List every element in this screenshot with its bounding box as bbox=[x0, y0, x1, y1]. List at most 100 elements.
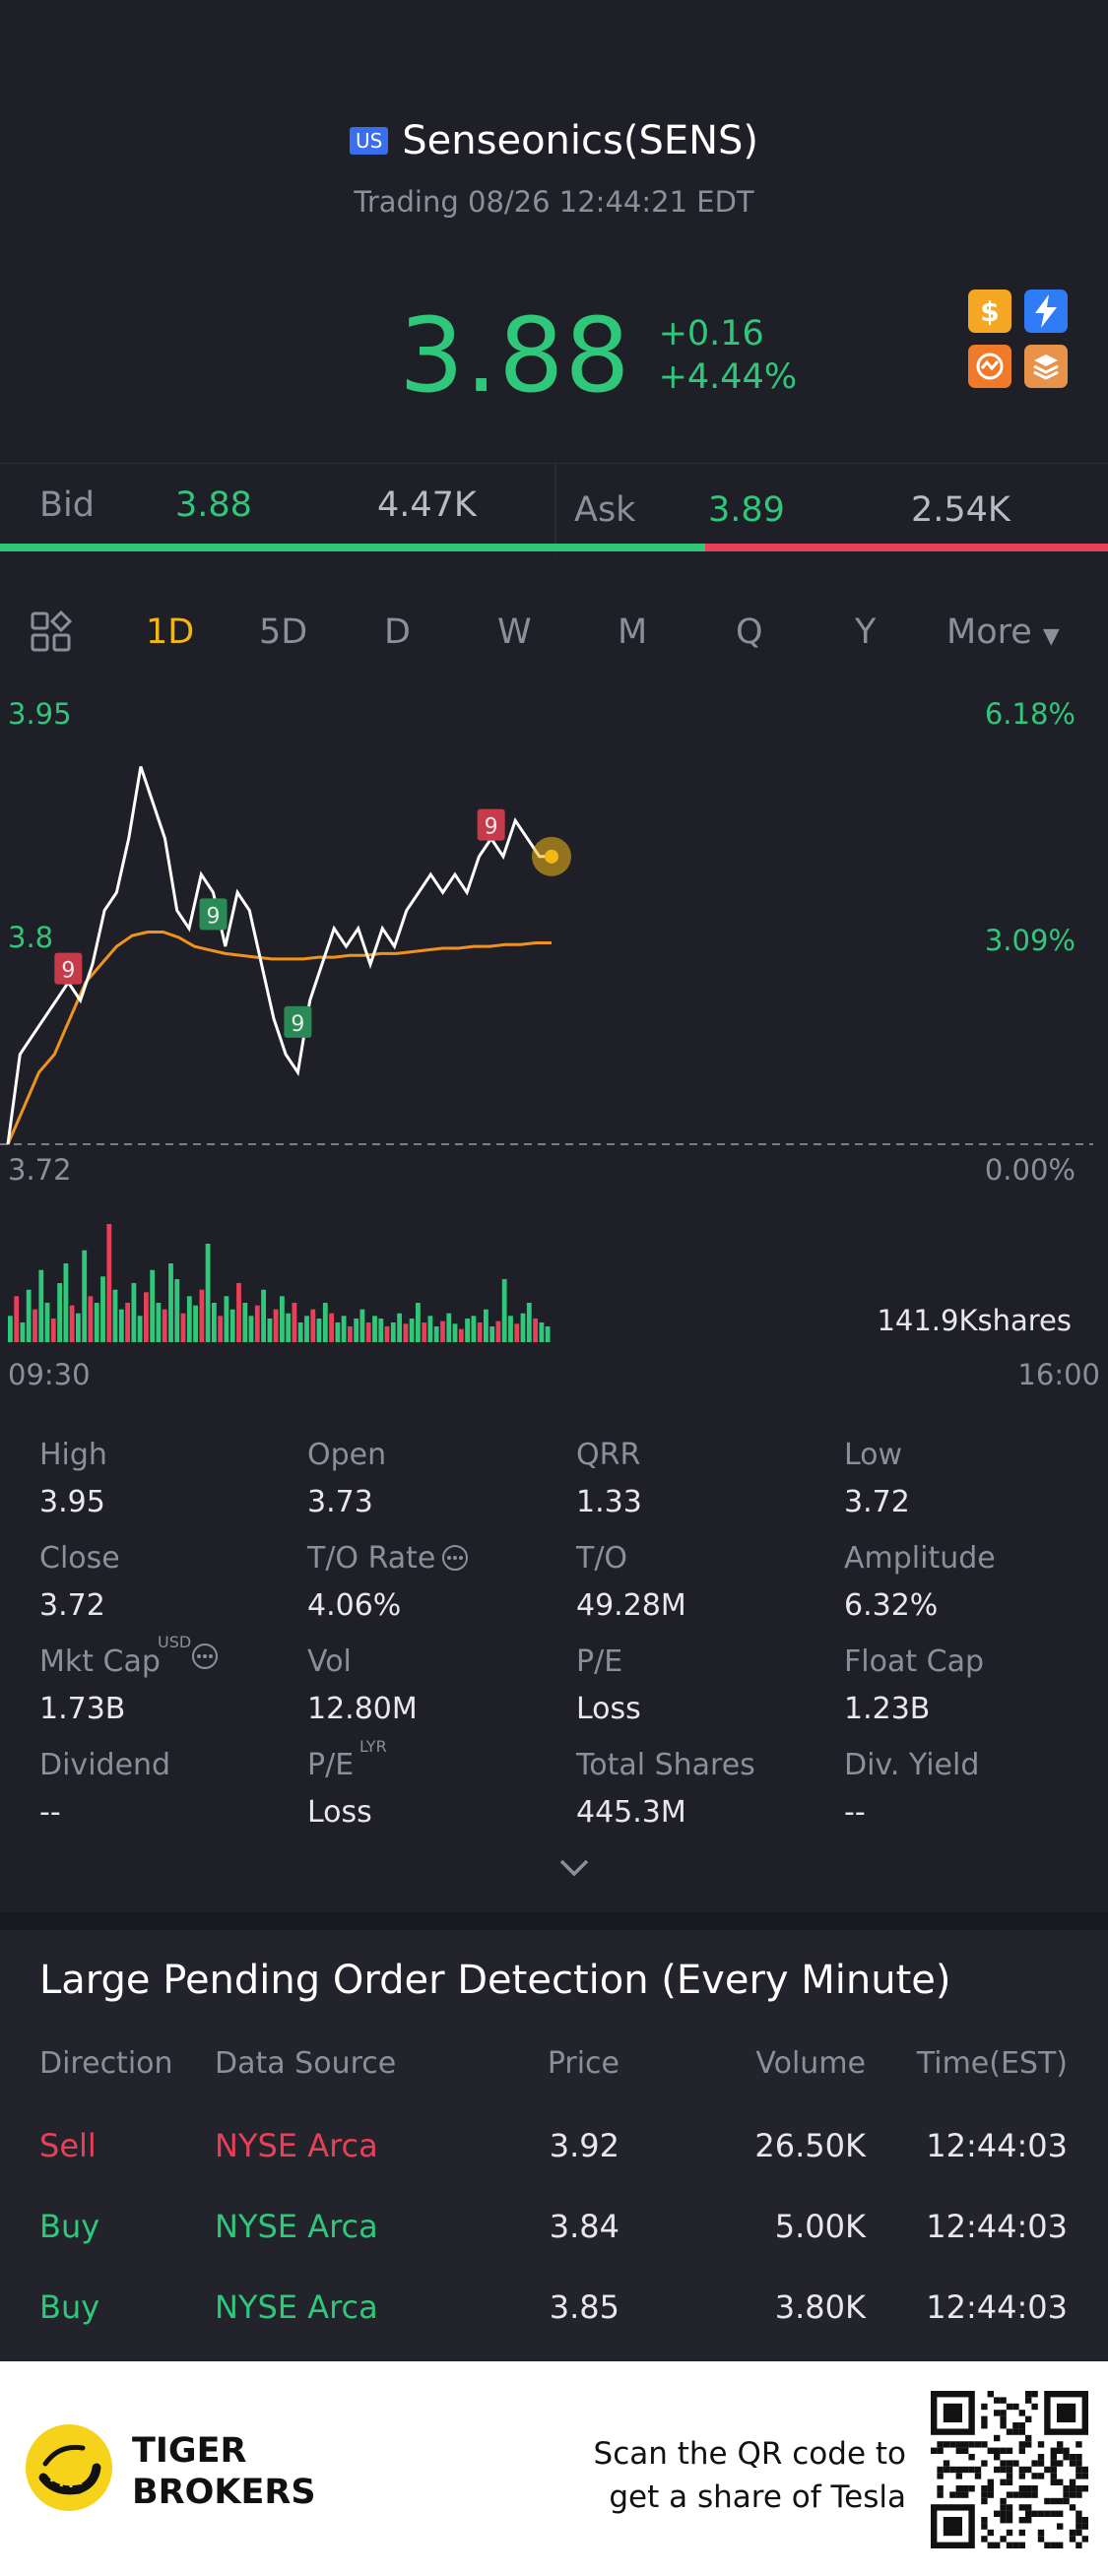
stat-label: Float Cap bbox=[844, 1644, 985, 1679]
stat-value: 3.72 bbox=[39, 1588, 105, 1623]
stat-label: Total Shares bbox=[576, 1748, 755, 1782]
signal-marker[interactable] bbox=[284, 1005, 312, 1038]
volume-bar bbox=[286, 1313, 292, 1342]
volume-bar bbox=[44, 1303, 50, 1342]
stat-value: 6.32% bbox=[844, 1588, 939, 1623]
signal-marker[interactable] bbox=[477, 808, 505, 841]
stat-label: Dividend bbox=[39, 1748, 171, 1782]
volume-bar bbox=[254, 1305, 260, 1342]
tiger-brokers-logo-icon bbox=[26, 2424, 112, 2511]
to-rate-info-icon[interactable] bbox=[441, 1544, 469, 1576]
volume-bar bbox=[322, 1303, 328, 1342]
volume-bar bbox=[14, 1296, 20, 1342]
volume-bar bbox=[397, 1313, 402, 1342]
price-change: +0.16 bbox=[658, 314, 764, 354]
ask-ratio-fill bbox=[704, 544, 1108, 551]
volume-bar bbox=[229, 1309, 235, 1342]
order-source: NYSE Arca bbox=[215, 2127, 378, 2164]
volume-bar bbox=[76, 1313, 81, 1342]
ask-price[interactable]: 3.89 bbox=[708, 490, 785, 530]
stat-label: Amplitude bbox=[844, 1541, 996, 1576]
volume-bar bbox=[348, 1326, 353, 1342]
volume-bar bbox=[273, 1309, 279, 1342]
volume-bar bbox=[267, 1319, 273, 1342]
volume-bar bbox=[50, 1319, 56, 1342]
volume-bar bbox=[33, 1309, 37, 1342]
volume-bar bbox=[354, 1319, 359, 1342]
mkt-cap-info-icon[interactable] bbox=[191, 1642, 219, 1674]
tab-month[interactable]: M bbox=[618, 612, 648, 652]
tab-1d[interactable]: 1D bbox=[146, 612, 195, 652]
volume-bar bbox=[409, 1319, 415, 1342]
dollar-icon[interactable]: $ bbox=[968, 290, 1011, 333]
layers-icon[interactable] bbox=[1024, 345, 1068, 388]
volume-bar bbox=[304, 1316, 309, 1342]
volume-bar bbox=[94, 1303, 99, 1342]
signal-marker[interactable] bbox=[54, 952, 83, 985]
signal-marker[interactable] bbox=[199, 898, 228, 931]
stat-label: T/O bbox=[576, 1541, 628, 1576]
stat-label: Low bbox=[844, 1438, 903, 1472]
price-line bbox=[6, 766, 552, 1145]
period-tabs: 1D 5D D W M Q Y More ▼ bbox=[0, 591, 1108, 679]
layout-grid-icon[interactable] bbox=[30, 610, 73, 663]
expand-chevron-icon[interactable] bbox=[557, 1857, 591, 1883]
tab-quarter[interactable]: Q bbox=[736, 612, 763, 652]
volume-bar bbox=[501, 1279, 507, 1342]
volume-bar bbox=[63, 1263, 69, 1342]
order-price: 3.85 bbox=[549, 2288, 619, 2326]
options-icon[interactable] bbox=[968, 345, 1011, 388]
order-volume: 3.80K bbox=[774, 2288, 866, 2326]
volume-bar bbox=[477, 1322, 483, 1342]
intraday-chart[interactable]: 3.95 6.18% 3.8 3.09% 3.72 0.00% 141.9Ksh… bbox=[0, 689, 1108, 1398]
qr-code-icon[interactable] bbox=[931, 2391, 1088, 2548]
stat-label: Mkt Cap bbox=[39, 1644, 161, 1679]
volume-bar bbox=[545, 1326, 551, 1342]
order-time: 12:44:03 bbox=[926, 2127, 1068, 2164]
col-data-source: Data Source bbox=[215, 2046, 397, 2081]
ask-size: 2.54K bbox=[911, 490, 1010, 530]
stat-value: -- bbox=[39, 1795, 61, 1830]
volume-bar bbox=[57, 1283, 62, 1342]
stock-title[interactable]: Senseonics(SENS) bbox=[402, 118, 759, 163]
volume-bar bbox=[205, 1244, 211, 1342]
volume-bar bbox=[106, 1224, 112, 1342]
volume-bar bbox=[131, 1283, 137, 1342]
volume-bar bbox=[100, 1276, 105, 1342]
order-volume: 5.00K bbox=[774, 2208, 866, 2245]
tab-week[interactable]: W bbox=[497, 612, 532, 652]
tab-more[interactable]: More ▼ bbox=[946, 612, 1060, 652]
volume-label: 141.9Kshares bbox=[877, 1304, 1072, 1337]
volume-bar bbox=[458, 1328, 464, 1342]
order-volume: 26.50K bbox=[754, 2127, 866, 2164]
flash-icon[interactable] bbox=[1024, 290, 1068, 333]
volume-bar bbox=[489, 1326, 495, 1342]
tab-day[interactable]: D bbox=[384, 612, 411, 652]
volume-bar bbox=[372, 1316, 377, 1342]
stat-value: 1.73B bbox=[39, 1692, 126, 1726]
section-divider bbox=[0, 1912, 1108, 1930]
volume-bar bbox=[26, 1289, 32, 1342]
volume-bar bbox=[422, 1322, 427, 1342]
volume-bar bbox=[433, 1326, 439, 1342]
stat-value: 445.3M bbox=[576, 1795, 686, 1830]
price-change-pct: +4.44% bbox=[658, 357, 798, 397]
stat-value: 1.23B bbox=[844, 1692, 931, 1726]
volume-bar bbox=[224, 1296, 229, 1342]
tab-more-label: More bbox=[946, 612, 1032, 652]
volume-bar bbox=[514, 1323, 520, 1342]
tab-year[interactable]: Y bbox=[855, 612, 877, 652]
volume-bar bbox=[118, 1309, 124, 1342]
volume-bar bbox=[280, 1296, 285, 1342]
stat-value: 3.72 bbox=[844, 1485, 910, 1519]
stat-value: 12.80M bbox=[307, 1692, 418, 1726]
time-end-label: 16:00 bbox=[1017, 1358, 1100, 1391]
volume-bar bbox=[533, 1319, 538, 1342]
volume-bar bbox=[150, 1269, 156, 1342]
tab-5d[interactable]: 5D bbox=[259, 612, 308, 652]
price-block: 3.88 +0.16 +4.44% bbox=[399, 295, 797, 416]
volume-bar bbox=[88, 1296, 94, 1342]
stat-label: P/E bbox=[307, 1748, 355, 1782]
bid-price[interactable]: 3.88 bbox=[175, 485, 252, 525]
bid-ask-ratio-bar bbox=[0, 544, 1108, 551]
